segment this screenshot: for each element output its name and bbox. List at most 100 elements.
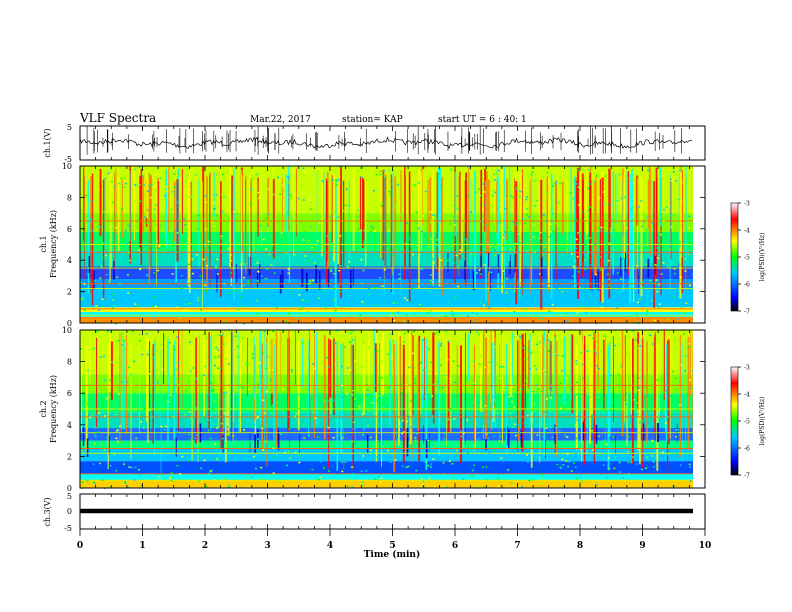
spectrogram-speckle	[688, 263, 691, 266]
spectrogram-speckle	[199, 275, 202, 277]
spectrogram-speckle	[163, 241, 166, 243]
spectrogram-speckle	[663, 208, 666, 211]
colorbar-tick-label: -6	[744, 282, 750, 289]
spectrogram-speckle	[81, 297, 84, 300]
spectrogram-speckle	[337, 179, 340, 181]
spectrogram-speckle	[92, 463, 95, 465]
spectrogram-speckle	[677, 198, 680, 200]
spectrogram-speckle	[173, 173, 176, 175]
spectrogram-speckle	[305, 299, 308, 302]
spectrogram-speckle	[506, 250, 509, 253]
spectrogram-speckle	[554, 222, 557, 225]
spectrogram-speckle	[629, 425, 632, 427]
spectrogram-speckle	[201, 247, 204, 249]
x-tick-label: 3	[264, 541, 270, 551]
spectrogram-speckle	[421, 283, 424, 285]
spectrogram-speckle	[477, 333, 480, 336]
spectrogram-speckle	[279, 249, 282, 251]
spectrogram-speckle	[493, 402, 496, 405]
spectrogram-speckle	[351, 466, 354, 468]
spectrogram-speckle	[399, 426, 402, 428]
ch1-colorbar-gradient	[730, 202, 739, 312]
spectrogram-speckle	[537, 388, 540, 390]
spectrogram-speckle	[313, 367, 316, 370]
spectrogram-speckle	[222, 343, 225, 346]
spectrogram-speckle	[518, 431, 521, 433]
spectrogram-speckle	[639, 345, 642, 347]
spectrogram-speckle	[543, 292, 546, 295]
spectrogram-speckle	[175, 251, 178, 253]
spectrogram-speckle	[390, 314, 393, 317]
spectrogram-speckle	[496, 412, 499, 414]
spectrogram-speckle	[341, 182, 344, 185]
spectrogram-speckle	[221, 210, 224, 213]
spectrogram-speckle	[333, 211, 336, 214]
spectrogram-speckle	[654, 319, 657, 322]
spectrogram-speckle	[484, 224, 487, 226]
spectrogram-speckle	[546, 172, 549, 174]
spectrogram-speckle	[482, 183, 485, 185]
spectrogram-speckle	[369, 230, 372, 233]
spectrogram-speckle	[387, 406, 390, 408]
spectrogram-speckle	[164, 186, 167, 188]
spectrogram-speckle	[289, 220, 292, 222]
spectrogram-speckle	[307, 240, 310, 242]
spectrogram-speckle	[501, 251, 504, 253]
spectrogram-speckle	[530, 408, 533, 411]
spectrogram-speckle	[318, 191, 321, 194]
spectrogram-speckle	[552, 185, 555, 188]
spectrogram-speckle	[349, 369, 352, 371]
spectrogram-speckle	[340, 411, 343, 414]
spectrogram-speckle	[522, 346, 525, 349]
spectrogram-speckle	[300, 184, 303, 187]
spectrogram-speckle	[468, 422, 471, 425]
spectrogram-speckle	[109, 485, 112, 488]
spectrogram-speckle	[588, 183, 591, 185]
spectrogram-speckle	[607, 259, 610, 262]
spectrogram-speckle	[377, 475, 380, 478]
spectrogram-speckle	[302, 239, 305, 241]
ch1-ytick-top: 5	[67, 123, 72, 132]
spectrogram-speckle	[222, 173, 225, 176]
spectrogram-speckle	[510, 395, 513, 397]
spectrogram-speckle	[518, 335, 521, 337]
spectrogram-speckle	[159, 225, 162, 227]
spectrogram-speckle	[217, 349, 220, 351]
spectrogram-speckle	[151, 305, 154, 308]
spectrogram-speckle	[554, 183, 557, 185]
spectrogram-speckle	[531, 171, 534, 173]
spectrogram-speckle	[215, 194, 218, 196]
spectrogram-speckle	[387, 353, 390, 355]
spectrogram-speckle	[580, 351, 583, 354]
spectrogram-speckle	[425, 386, 428, 389]
spectrogram-speckle	[206, 393, 209, 396]
spectrogram-speckle	[413, 184, 416, 186]
spectrogram-speckle	[109, 201, 112, 204]
spectrogram-speckle	[401, 319, 404, 322]
spectrogram-speckle	[599, 227, 602, 229]
ch1-ytick-bottom: -5	[64, 155, 72, 164]
spectrogram-speckle	[311, 247, 314, 249]
spectrogram-speckle	[499, 217, 502, 219]
spectrogram-speckle	[475, 331, 478, 333]
spectrogram-speckle	[97, 343, 100, 345]
spectrogram-speckle	[506, 227, 509, 229]
spectrogram-speckle	[299, 252, 302, 255]
spectrogram-speckle	[166, 429, 169, 431]
spectrogram-speckle	[276, 176, 279, 179]
spectrogram-speckle	[158, 179, 161, 181]
spectrogram-speckle	[204, 194, 207, 197]
spectrogram-speckle	[330, 179, 333, 182]
spectrogram-speckle	[215, 357, 218, 359]
spectrogram-speckle	[261, 427, 264, 430]
spectrogram-speckle	[487, 288, 490, 291]
spectrogram-speckle	[306, 408, 309, 410]
spectrogram-speckle	[500, 457, 503, 459]
spectrogram-speckle	[500, 314, 503, 316]
spectrogram-speckle	[451, 425, 454, 428]
spectrogram-speckle	[182, 402, 185, 405]
spectrogram-speckle	[237, 308, 240, 311]
spectrogram-speckle	[272, 370, 275, 372]
spectrogram-speckle	[410, 426, 413, 429]
spectrogram-speckle	[386, 394, 389, 397]
